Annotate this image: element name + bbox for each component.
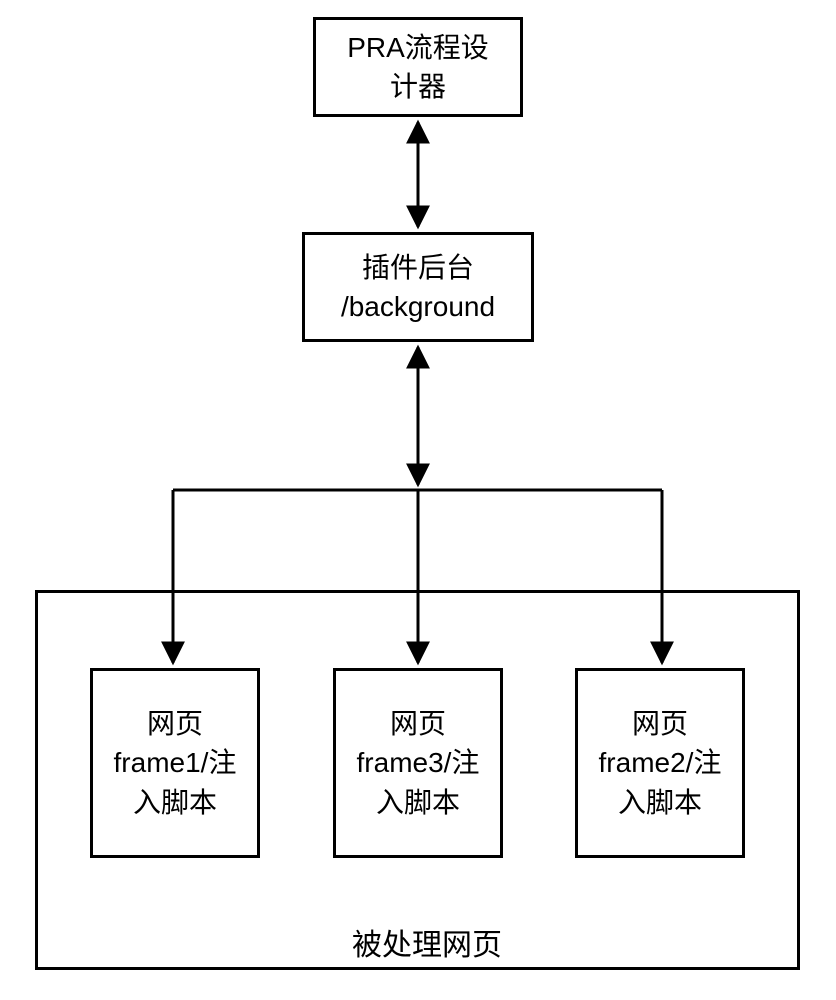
node-pra-designer: PRA流程设计器 (313, 17, 523, 117)
node-pra-designer-label: PRA流程设计器 (347, 28, 489, 106)
node-frame3-label: 网页frame3/注入脚本 (357, 704, 480, 822)
node-frame1: 网页frame1/注入脚本 (90, 668, 260, 858)
container-caption: 被处理网页 (352, 920, 502, 964)
node-frame3: 网页frame3/注入脚本 (333, 668, 503, 858)
node-frame2: 网页frame2/注入脚本 (575, 668, 745, 858)
node-frame2-label: 网页frame2/注入脚本 (599, 704, 722, 822)
node-frame1-label: 网页frame1/注入脚本 (114, 704, 237, 822)
node-plugin-background: 插件后台/background (302, 232, 534, 342)
container-caption-text: 被处理网页 (352, 929, 502, 962)
node-plugin-background-label: 插件后台/background (341, 248, 495, 326)
